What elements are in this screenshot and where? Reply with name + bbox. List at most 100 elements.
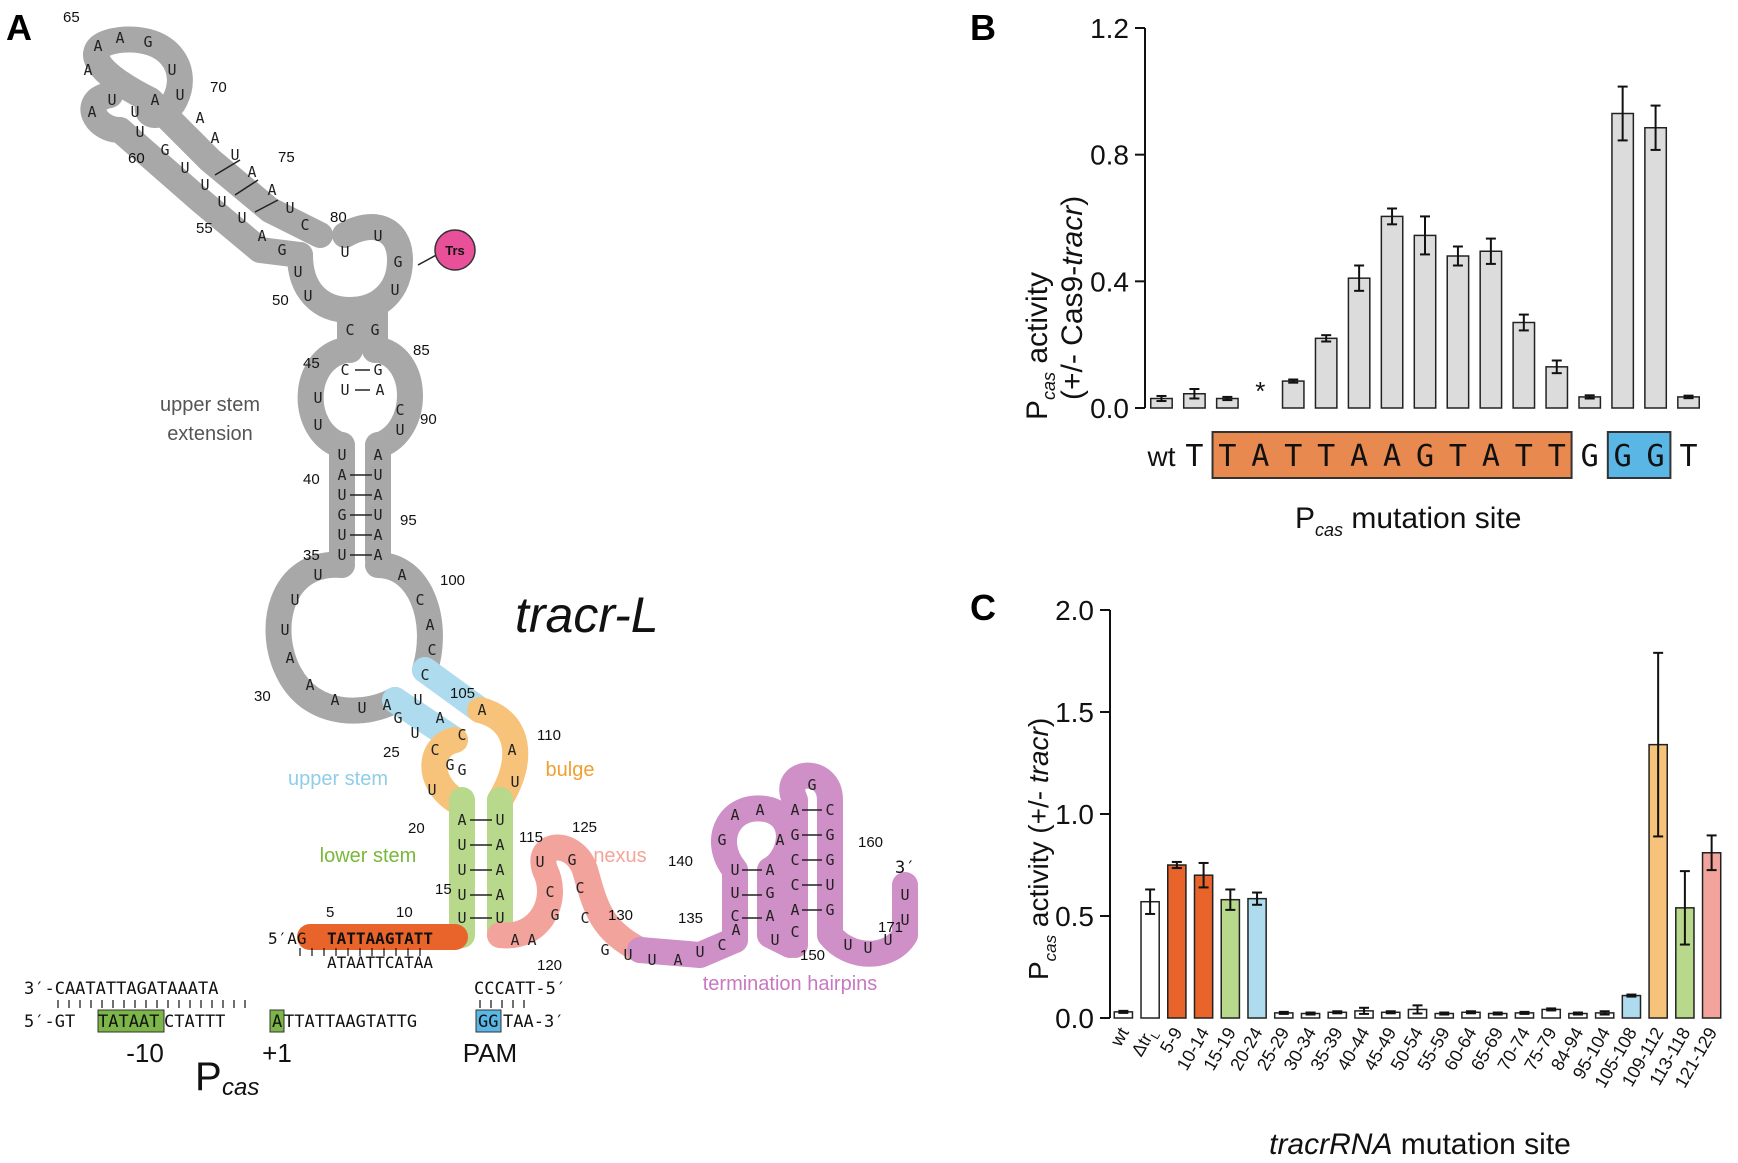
label-pcas: P xyxy=(195,1055,222,1099)
svg-text:120: 120 xyxy=(537,957,562,974)
backbone-upper-stem xyxy=(382,657,493,753)
svg-text:C: C xyxy=(300,216,309,234)
panel-b-bar xyxy=(1413,234,1437,409)
svg-text:U: U xyxy=(107,91,116,109)
svg-text:A: A xyxy=(673,951,682,969)
svg-text:G: G xyxy=(567,851,576,869)
svg-text:G: G xyxy=(393,253,402,271)
svg-text:U: U xyxy=(337,546,346,564)
svg-text:10: 10 xyxy=(396,904,413,921)
panel-b-category-label: T xyxy=(1317,439,1335,474)
svg-text:U: U xyxy=(290,591,299,609)
panel-b-category-label: T xyxy=(1548,439,1566,474)
panel-b-category-label: A xyxy=(1383,439,1401,474)
svg-text:A: A xyxy=(765,861,774,879)
svg-text:C: C xyxy=(717,936,726,954)
svg-text:U: U xyxy=(900,911,909,929)
panel-b-missing-marker: * xyxy=(1255,376,1265,406)
svg-text:G: G xyxy=(445,756,454,774)
svg-text:A: A xyxy=(115,29,124,47)
panel-c-ytick-label: 1.0 xyxy=(1055,799,1094,830)
panel-b-ylabel: Pcas activity xyxy=(1021,272,1059,420)
svg-text:U: U xyxy=(285,199,294,217)
svg-text:U: U xyxy=(730,861,739,879)
svg-text:A: A xyxy=(382,696,391,714)
svg-text:70: 70 xyxy=(210,79,227,96)
svg-text:A: A xyxy=(510,931,519,949)
svg-text:A: A xyxy=(373,486,382,504)
svg-text:G: G xyxy=(143,33,152,51)
svg-text:65: 65 xyxy=(63,9,80,26)
svg-text:A: A xyxy=(150,91,159,109)
panel-b-ytick-label: 1.2 xyxy=(1090,13,1129,44)
svg-text:A: A xyxy=(373,526,382,544)
svg-text:30: 30 xyxy=(254,688,271,705)
svg-text:105: 105 xyxy=(450,685,475,702)
svg-text:U: U xyxy=(535,853,544,871)
label-upper-stem-extension-1: upper stem xyxy=(160,394,260,416)
svg-text:U: U xyxy=(413,691,422,709)
svg-text:TAA-3′: TAA-3′ xyxy=(503,1012,564,1032)
trs-badge-label: Trs xyxy=(445,243,465,258)
svg-text:U: U xyxy=(410,724,419,742)
label-minus10: -10 xyxy=(126,1038,164,1068)
svg-text:A: A xyxy=(507,741,516,759)
svg-text:G: G xyxy=(717,831,726,849)
panel-letter-a: A xyxy=(6,7,32,48)
svg-text:U: U xyxy=(623,946,632,964)
svg-text:U: U xyxy=(340,381,349,399)
svg-text:U: U xyxy=(457,886,466,904)
svg-text:171: 171 xyxy=(878,919,903,936)
svg-text:C: C xyxy=(790,876,799,894)
panel-b-tick-labels: wt T T A T T A A G T A T T G G G T xyxy=(1146,431,1698,479)
svg-text:A: A xyxy=(87,103,96,121)
svg-text:A: A xyxy=(210,129,219,147)
svg-text:U: U xyxy=(130,103,139,121)
panel-b-axes: 0.0 0.4 0.8 1.2 xyxy=(1090,13,1146,424)
svg-text:150: 150 xyxy=(800,947,825,964)
panel-b-category-label: G xyxy=(1614,439,1632,474)
svg-text:5′-GT: 5′-GT xyxy=(24,1012,75,1032)
panel-letter-b: B xyxy=(970,7,996,48)
backbone-upper-diagonal-right xyxy=(137,87,333,248)
panel-b-xlabel: Pcas mutation site xyxy=(1295,502,1521,540)
svg-text:G: G xyxy=(550,906,559,924)
svg-text:U: U xyxy=(217,193,226,211)
backbone-loop-85 xyxy=(287,214,413,323)
backbone-hairpin2 xyxy=(779,762,918,967)
panel-b-bar xyxy=(1446,255,1470,409)
panel-b-blue-highlight xyxy=(1606,431,1672,479)
svg-text:U: U xyxy=(495,909,504,927)
svg-text:G: G xyxy=(825,826,834,844)
svg-text:140: 140 xyxy=(668,853,693,870)
svg-text:G: G xyxy=(337,506,346,524)
backbone-bulge xyxy=(421,697,529,813)
trs-badge xyxy=(434,229,476,271)
svg-text:A: A xyxy=(495,886,504,904)
svg-text:C: C xyxy=(575,879,584,897)
svg-text:95: 95 xyxy=(400,512,417,529)
panel-b-category-label: T xyxy=(1185,439,1203,474)
svg-text:U: U xyxy=(395,421,404,439)
panel-b-ytick-label: 0.0 xyxy=(1090,393,1129,424)
svg-text:A: A xyxy=(373,446,382,464)
svg-text:A: A xyxy=(267,181,276,199)
backbone-hairpin1 xyxy=(711,795,803,958)
svg-text:G: G xyxy=(393,709,402,727)
svg-text:CCCATT-5′: CCCATT-5′ xyxy=(474,979,566,999)
svg-text:U: U xyxy=(167,61,176,79)
label-pcas-sub: cas xyxy=(222,1074,259,1101)
label-nexus: nexus xyxy=(593,845,646,867)
svg-text:C: C xyxy=(545,883,554,901)
panel-b-category-label: T xyxy=(1218,439,1236,474)
svg-text:U: U xyxy=(313,389,322,407)
svg-text:75: 75 xyxy=(278,149,295,166)
svg-text:U: U xyxy=(337,526,346,544)
svg-text:A: A xyxy=(755,801,764,819)
svg-text:G: G xyxy=(370,321,379,339)
panel-b-category-label: A xyxy=(1350,439,1368,474)
svg-text:U: U xyxy=(230,146,239,164)
panel-b-bars: * xyxy=(1150,85,1700,409)
svg-text:C: C xyxy=(430,741,439,759)
